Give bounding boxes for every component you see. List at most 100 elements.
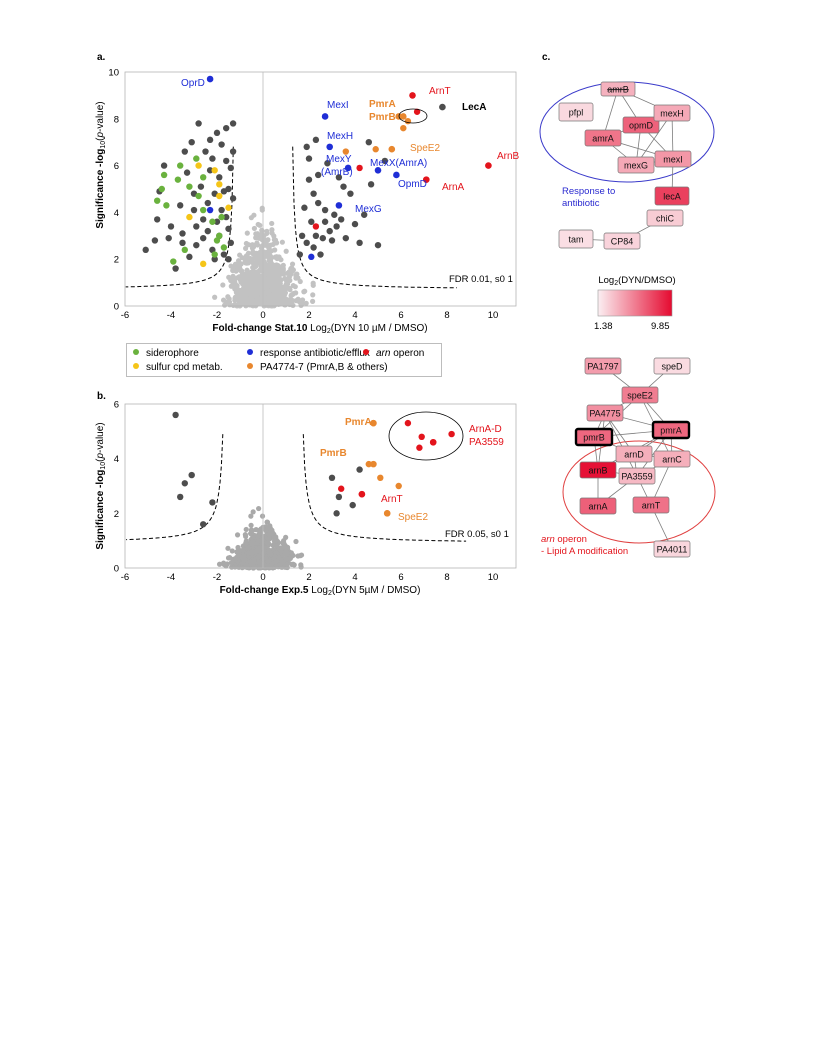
significant-point — [331, 211, 338, 218]
legend-siderophore-label: siderophore — [146, 348, 199, 359]
background-point — [234, 532, 241, 538]
legend: siderophore sulfur cpd metab. response a… — [126, 343, 442, 377]
arn-point — [448, 430, 455, 438]
x-tick-label: 8 — [444, 572, 449, 583]
background-point — [240, 286, 246, 292]
node-pa3559: PA3559 — [618, 467, 656, 485]
significant-point — [326, 227, 333, 235]
background-point — [243, 240, 249, 247]
significant-point — [181, 480, 188, 487]
legend-item-sulfur: sulfur cpd metab. — [133, 362, 223, 374]
background-point — [244, 296, 250, 302]
panel-a-label: a. — [97, 52, 106, 63]
legend-antibiotic-dot — [247, 349, 253, 355]
y-tick-label: 4 — [114, 208, 119, 219]
significant-point — [351, 220, 359, 228]
background-point — [269, 261, 275, 267]
background-point — [244, 275, 250, 281]
background-point — [249, 561, 256, 567]
node-pa1797: PA1797 — [584, 357, 622, 375]
highlighted-points — [338, 419, 455, 517]
background-point — [287, 555, 294, 561]
background-point — [276, 554, 282, 560]
node-label: chiC — [656, 213, 675, 223]
background-point — [288, 292, 295, 298]
x-tick-label: 10 — [488, 572, 499, 583]
arn-point — [413, 108, 421, 115]
significant-point — [220, 251, 228, 258]
background-point — [234, 283, 240, 289]
arn-point — [418, 433, 425, 440]
node-label: PA3559 — [621, 471, 652, 481]
y-axis-label-p: p — [95, 131, 106, 138]
node-arnc: arnC — [653, 450, 691, 468]
y-axis-label: Significance -log10(p-value) — [95, 422, 107, 549]
pa4774-point — [365, 460, 372, 468]
background-point — [230, 267, 236, 274]
sulfur-point — [225, 204, 232, 211]
y-tick-label: 6 — [114, 400, 119, 411]
background-point — [279, 239, 285, 245]
cluster-arn-label-italic: arn — [541, 534, 555, 545]
labeled-point-mexx-amra- — [374, 166, 382, 174]
background-points — [212, 205, 316, 309]
significant-point — [321, 218, 329, 225]
node-mexg: mexG — [617, 156, 655, 174]
node-label: arnT — [642, 500, 661, 510]
pa4774-point — [377, 474, 384, 481]
significant-point — [197, 183, 205, 190]
siderophore-point — [213, 237, 221, 244]
sulfur-point — [200, 260, 207, 268]
significant-point — [220, 188, 228, 195]
background-point — [259, 563, 266, 569]
background-point — [245, 291, 251, 297]
significant-point — [183, 169, 191, 176]
background-point — [251, 225, 258, 232]
node-box — [584, 129, 622, 147]
labeled-point-arnt — [358, 490, 366, 498]
legend-item-antibiotic: response antibiotic/efflux — [247, 348, 370, 360]
y-tick-label: 0 — [114, 564, 119, 575]
background-point — [293, 538, 299, 545]
significant-point — [211, 256, 218, 263]
significant-point — [206, 167, 214, 174]
significant-point — [374, 241, 382, 249]
significant-point — [229, 195, 237, 202]
significant-point — [312, 232, 320, 239]
node-mexi: mexI — [654, 150, 692, 168]
background-point — [266, 536, 272, 542]
background-points — [216, 505, 305, 571]
significant-point — [301, 204, 308, 211]
node-label: PA4775 — [589, 408, 620, 418]
legend-arn-label-italic: arn — [376, 348, 391, 359]
background-point — [238, 299, 244, 305]
significant-point — [305, 155, 313, 162]
background-point — [253, 260, 260, 266]
plot-frame — [124, 403, 517, 569]
node-box — [579, 461, 617, 479]
background-point — [264, 563, 271, 569]
siderophore-point — [211, 251, 218, 258]
threshold-curve-left — [126, 434, 224, 541]
significant-point — [356, 239, 363, 247]
label-spee2-b: SpeE2 — [398, 512, 428, 523]
background-point — [246, 279, 253, 285]
node-cp84: CP84 — [603, 232, 641, 250]
background-point — [270, 297, 276, 303]
significant-point — [227, 164, 234, 172]
y-axis-label: Significance -log10(p-value) — [95, 101, 107, 228]
background-point — [244, 230, 250, 236]
node-label: speE2 — [627, 390, 653, 400]
significant-point — [324, 160, 331, 167]
significant-point — [206, 136, 214, 144]
background-point — [267, 523, 273, 529]
node-box — [615, 445, 653, 463]
background-point — [241, 557, 248, 563]
significant-point — [172, 265, 179, 272]
node-label: PA1797 — [587, 361, 618, 371]
significant-point — [315, 171, 322, 179]
background-point — [283, 248, 289, 254]
background-point — [259, 243, 265, 249]
background-point — [298, 564, 304, 570]
